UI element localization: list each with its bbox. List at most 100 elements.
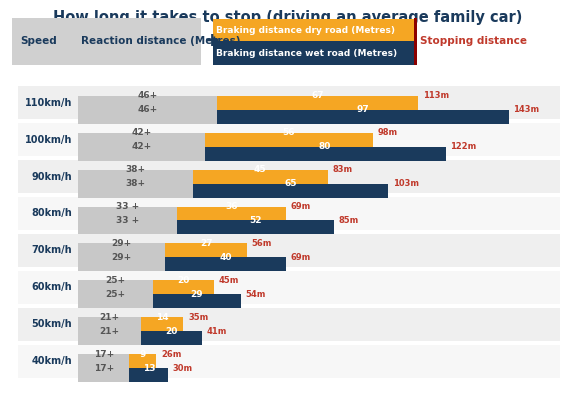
Bar — [193, 183, 388, 198]
Text: 45m: 45m — [218, 276, 239, 285]
Text: 69m: 69m — [290, 253, 310, 262]
Text: +: + — [204, 31, 221, 50]
Text: 103m: 103m — [393, 179, 419, 188]
Text: 40: 40 — [220, 253, 232, 262]
Text: Reaction distance (Metres): Reaction distance (Metres) — [81, 36, 240, 45]
Text: 110km/h: 110km/h — [25, 98, 72, 108]
Bar — [18, 308, 575, 341]
Bar — [205, 133, 373, 147]
Bar — [178, 220, 334, 234]
Text: Speed: Speed — [20, 36, 57, 45]
Text: 35m: 35m — [188, 313, 208, 322]
Text: 122m: 122m — [450, 142, 476, 151]
Bar — [154, 280, 213, 294]
Text: 9: 9 — [140, 350, 146, 358]
Text: 17+: 17+ — [94, 350, 114, 358]
Text: 56m: 56m — [251, 239, 271, 248]
Text: 54m: 54m — [245, 290, 266, 299]
Bar — [129, 354, 156, 368]
Text: 80km/h: 80km/h — [31, 209, 72, 218]
Text: 100km/h: 100km/h — [25, 135, 72, 145]
Text: 20: 20 — [165, 327, 178, 336]
Bar — [78, 317, 141, 331]
Text: 56: 56 — [283, 128, 295, 137]
Bar — [78, 220, 178, 234]
Bar — [78, 110, 217, 124]
Text: 83m: 83m — [332, 165, 352, 174]
Text: 98m: 98m — [378, 128, 398, 137]
Bar — [154, 294, 241, 308]
Text: 46+: 46+ — [137, 91, 158, 100]
Bar — [18, 271, 575, 304]
Text: 14: 14 — [156, 313, 168, 322]
Bar — [129, 368, 168, 382]
Text: 42+: 42+ — [131, 128, 151, 137]
Text: 29+: 29+ — [112, 239, 132, 248]
Text: 21+: 21+ — [99, 313, 120, 322]
Bar — [78, 280, 154, 294]
Text: 17+: 17+ — [94, 364, 114, 373]
Text: 33 +: 33 + — [116, 202, 139, 211]
Text: 30m: 30m — [173, 364, 193, 373]
Text: 26m: 26m — [161, 350, 181, 358]
Bar — [78, 257, 166, 271]
Bar — [18, 123, 575, 156]
Bar — [193, 170, 328, 183]
Text: 67: 67 — [311, 91, 324, 100]
Bar — [78, 96, 217, 110]
Text: 25+: 25+ — [106, 290, 126, 299]
Text: 27: 27 — [200, 239, 212, 248]
Text: 20: 20 — [177, 276, 190, 285]
Text: 13: 13 — [143, 364, 155, 373]
Bar — [18, 86, 575, 119]
Text: 90km/h: 90km/h — [32, 172, 72, 181]
Text: 21+: 21+ — [99, 327, 120, 336]
Bar — [78, 133, 205, 147]
Bar — [18, 234, 575, 267]
Bar — [141, 331, 202, 345]
Bar — [18, 345, 575, 377]
Bar — [78, 170, 193, 183]
Text: 85m: 85m — [339, 216, 359, 225]
Bar — [205, 147, 446, 161]
Text: 38+: 38+ — [125, 165, 145, 174]
Bar — [166, 243, 247, 257]
Text: How long it takes to stop (driving an average family car): How long it takes to stop (driving an av… — [53, 10, 522, 25]
Bar — [18, 197, 575, 230]
Text: 65: 65 — [284, 179, 297, 188]
Text: 33 +: 33 + — [116, 216, 139, 225]
Text: 70km/h: 70km/h — [32, 245, 72, 256]
Text: Stopping distance: Stopping distance — [420, 36, 527, 45]
Text: 46+: 46+ — [137, 105, 158, 114]
Text: 38+: 38+ — [125, 179, 145, 188]
Text: 143m: 143m — [513, 105, 539, 114]
Bar — [78, 207, 178, 220]
Text: 69m: 69m — [290, 202, 310, 211]
Bar — [178, 207, 286, 220]
Bar — [141, 317, 183, 331]
Text: 29+: 29+ — [112, 253, 132, 262]
Bar — [78, 243, 166, 257]
Text: 29: 29 — [191, 290, 204, 299]
Text: 25+: 25+ — [106, 276, 126, 285]
Bar — [166, 257, 286, 271]
Text: 113m: 113m — [423, 91, 449, 100]
Text: 36: 36 — [225, 202, 238, 211]
Text: 40km/h: 40km/h — [32, 356, 72, 366]
Bar — [78, 331, 141, 345]
Text: 42+: 42+ — [131, 142, 151, 151]
Bar — [78, 354, 129, 368]
Bar — [217, 110, 509, 124]
Text: 97: 97 — [356, 105, 369, 114]
Text: 52: 52 — [250, 216, 262, 225]
Bar — [78, 368, 129, 382]
Text: 45: 45 — [254, 165, 267, 174]
Text: 41m: 41m — [206, 327, 227, 336]
Bar — [78, 183, 193, 198]
Bar — [78, 147, 205, 161]
Text: 50km/h: 50km/h — [32, 319, 72, 329]
Text: 80: 80 — [319, 142, 331, 151]
Text: Braking distance dry road (Metres): Braking distance dry road (Metres) — [216, 26, 394, 35]
Bar — [217, 96, 419, 110]
Bar — [18, 160, 575, 193]
